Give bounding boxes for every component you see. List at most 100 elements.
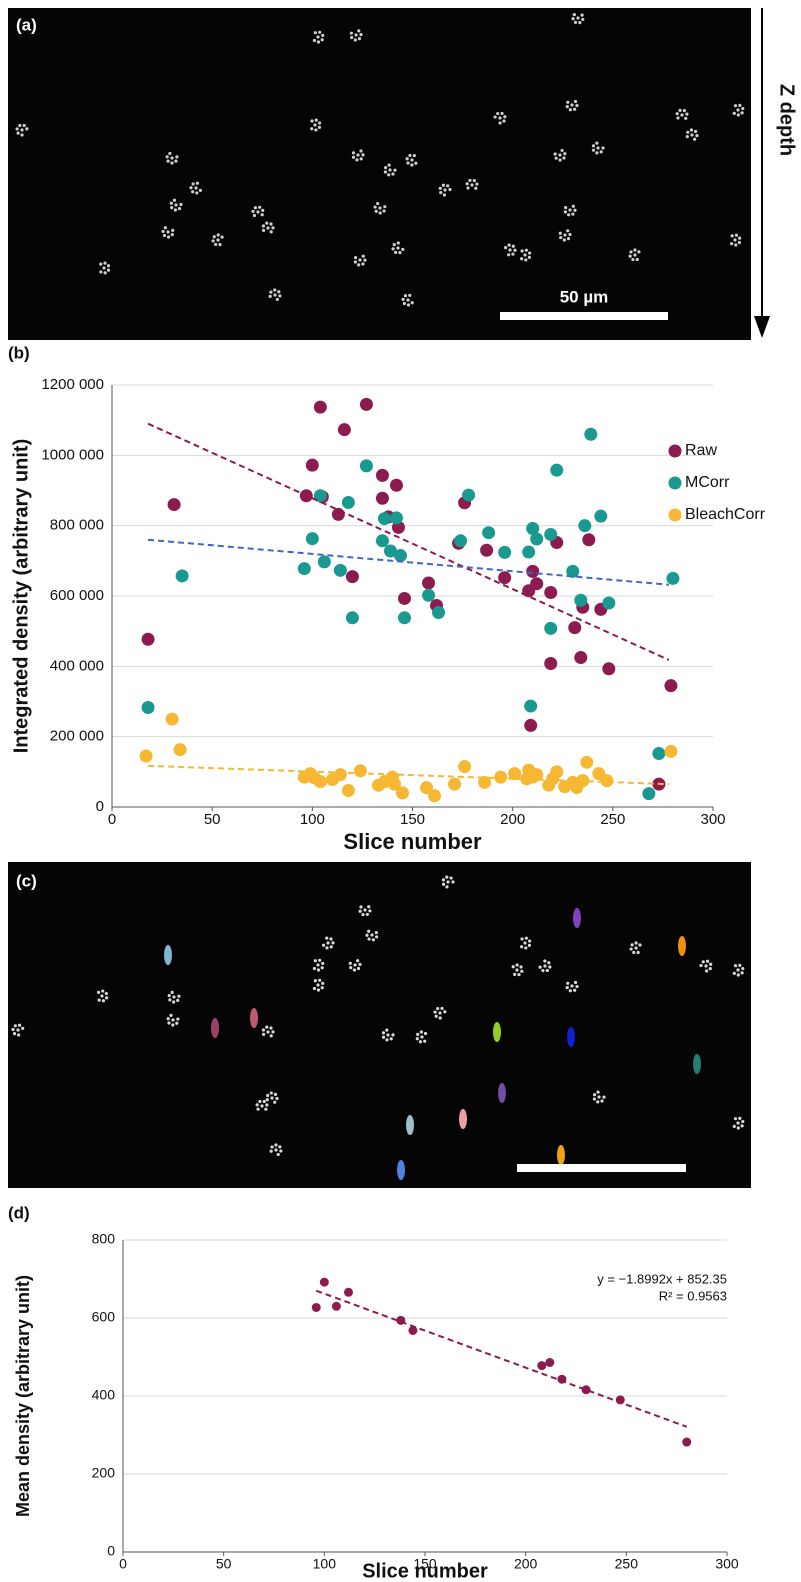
spot [503,115,507,119]
spot [163,226,167,230]
y-tick-label: 600 000 [50,587,104,604]
spot [100,994,104,998]
spot [367,905,371,909]
spot [441,183,445,187]
data-point [478,775,492,789]
data-point [420,781,434,795]
data-point [530,768,544,782]
spot [329,937,333,941]
legend-marker [668,476,682,490]
spot [513,248,517,252]
spot [738,103,742,107]
spot [733,238,737,242]
spot [527,943,531,947]
spot [166,235,171,239]
spot [567,213,571,217]
spot [253,206,257,210]
spot [527,255,531,259]
data-point [311,1302,321,1312]
spot [317,125,322,129]
spot [523,253,527,257]
spot [528,939,532,943]
spot [575,984,579,989]
highlighted-spot [397,1160,405,1180]
spot [314,118,318,122]
scale-bar [500,312,668,320]
spot [251,209,255,214]
spot [191,190,195,194]
spot [738,963,742,967]
spot [575,103,579,108]
legend-label: MCorr [685,474,730,491]
spot [371,938,375,942]
spot [543,964,547,968]
data-point [642,787,656,801]
spot [502,119,506,123]
spot [363,258,367,262]
spot [12,1031,17,1036]
spot [171,228,175,232]
highlighted-spot [250,1008,258,1028]
spot [211,239,215,243]
spot [448,187,452,192]
spot [20,128,24,132]
spot [415,1037,419,1041]
data-point [581,1385,591,1395]
spot [279,1149,283,1153]
spot [401,297,405,301]
data-point [550,765,564,779]
spot [270,1145,274,1149]
spot [470,183,474,187]
spot [349,31,353,35]
data-point [566,564,580,578]
spot [198,188,202,192]
spot [634,946,638,950]
spot [321,33,325,37]
spot [166,1017,170,1021]
data-point [544,527,558,541]
spot [172,1000,176,1004]
spot [25,127,29,131]
spot [167,1021,171,1025]
spot [596,146,600,150]
spot [568,989,572,993]
spot [599,150,603,154]
scale-label: 50 µm [560,287,609,306]
spot [565,105,569,109]
spot [266,1093,270,1098]
highlighted-spot [557,1145,565,1165]
spot [634,941,638,945]
data-point [578,519,592,533]
spot [684,116,688,120]
spot [318,978,322,982]
data-point [377,512,391,526]
spot [434,1014,438,1018]
spot [565,986,569,990]
spot [436,1006,440,1011]
spot [418,1040,423,1044]
spot [385,1028,389,1032]
spot [265,1025,269,1029]
y-tick-label: 600 [92,1309,116,1325]
data-point [313,489,327,503]
spot [316,40,321,44]
x-tick-label: 100 [300,811,325,828]
spot [628,254,632,258]
spot [326,941,330,945]
spot [708,967,712,971]
spot [329,945,333,949]
spot [393,168,397,172]
spot [101,989,105,993]
spot [277,290,281,294]
spot [388,168,392,172]
spot [356,966,361,971]
spot [571,204,575,208]
spot [689,128,694,132]
microscopy-panel-c [8,862,751,1188]
data-point [530,532,544,546]
y-tick-label: 800 000 [50,517,104,534]
spot [361,912,365,917]
spot [276,1152,280,1157]
spot [359,149,363,153]
spot [595,141,599,145]
